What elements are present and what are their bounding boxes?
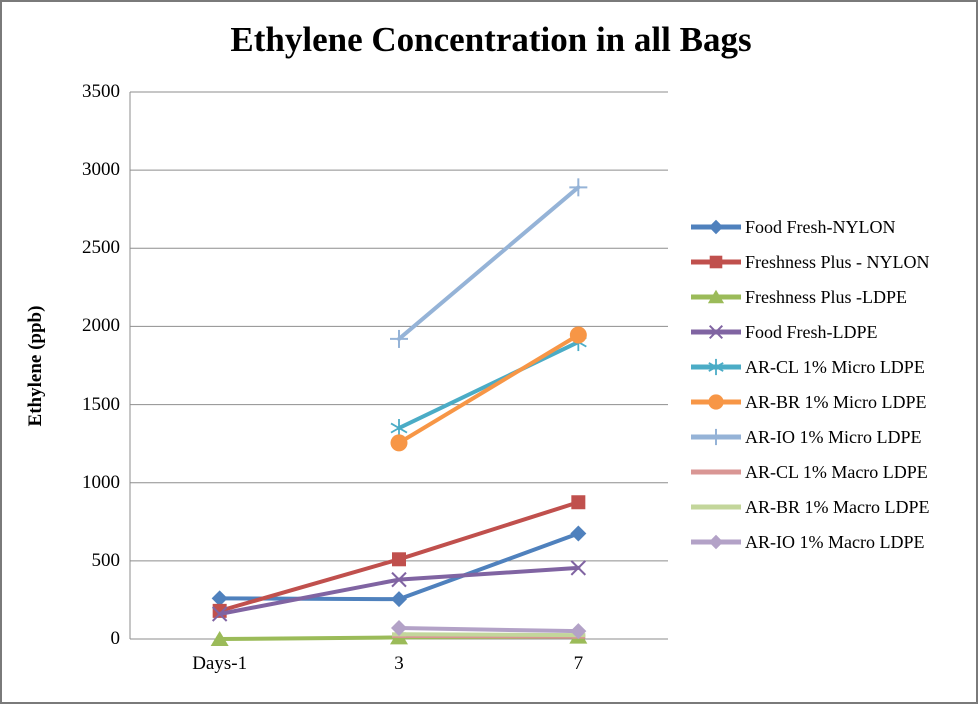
y-tick-label: 500 — [91, 549, 121, 571]
data-point-marker — [391, 571, 407, 588]
legend-label: Food Fresh-LDPE — [745, 321, 878, 342]
y-tick-label: 1000 — [82, 471, 120, 493]
legend-swatch — [691, 289, 741, 304]
x-tick-label: 7 — [573, 653, 584, 674]
data-point-marker — [390, 419, 408, 438]
legend: Food Fresh-NYLON Freshness Plus - NYLON Fr… — [690, 216, 976, 566]
series-line — [397, 333, 581, 445]
data-point-marker — [707, 428, 725, 446]
legend-swatch — [691, 469, 741, 475]
data-point-marker — [709, 255, 723, 269]
legend-swatch — [691, 255, 741, 269]
legend-label: AR-CL 1% Micro LDPE — [745, 356, 925, 377]
data-point-marker — [708, 219, 724, 235]
data-point-marker — [709, 470, 723, 474]
data-point-marker — [570, 525, 587, 542]
legend-item: AR-BR 1% Macro LDPE — [690, 496, 976, 518]
legend-label: Food Fresh-NYLON — [745, 216, 896, 237]
legend-label: AR-CL 1% Macro LDPE — [745, 461, 928, 482]
legend-label: AR-BR 1% Macro LDPE — [745, 496, 930, 517]
data-point-marker — [708, 394, 724, 410]
data-point-marker — [569, 326, 587, 344]
data-point-marker — [708, 324, 724, 340]
data-point-marker — [708, 358, 724, 376]
data-point-marker — [390, 329, 408, 348]
data-point-marker — [707, 289, 725, 304]
y-tick-label: 3000 — [82, 159, 120, 181]
legend-item: AR-CL 1% Macro LDPE — [690, 461, 976, 483]
legend-item: Food Fresh-NYLON — [690, 216, 976, 238]
legend-item: Freshness Plus - NYLON — [690, 251, 976, 273]
data-point-marker — [570, 560, 587, 576]
data-point-marker — [709, 505, 723, 509]
legend-item: AR-BR 1% Micro LDPE — [690, 391, 976, 413]
data-point-marker — [211, 590, 228, 607]
legend-label: AR-IO 1% Micro LDPE — [745, 426, 922, 447]
data-point-marker — [211, 606, 228, 622]
legend-label: AR-BR 1% Micro LDPE — [745, 391, 927, 412]
data-point-marker — [392, 552, 406, 567]
y-tick-label: 0 — [110, 628, 121, 649]
series-line — [217, 531, 581, 602]
y-tick-label: 2500 — [82, 237, 120, 259]
legend-item: AR-IO 1% Micro LDPE — [690, 426, 976, 448]
data-point-marker — [571, 495, 586, 510]
y-tick-label: 2000 — [82, 315, 120, 337]
legend-swatch — [691, 428, 741, 446]
legend-swatch — [691, 358, 741, 376]
y-tick-label: 1500 — [82, 393, 120, 415]
legend-label: Freshness Plus - NYLON — [745, 251, 930, 272]
x-tick-label: Days-1 — [192, 653, 248, 674]
data-point-marker — [391, 620, 407, 637]
legend-swatch — [691, 534, 741, 550]
series-line — [397, 185, 581, 341]
legend-swatch — [691, 219, 741, 235]
chart-title: Ethylene Concentration in all Bags — [230, 20, 752, 59]
series-line — [397, 626, 581, 634]
legend-item: Food Fresh-LDPE — [690, 321, 976, 343]
data-point-marker — [708, 534, 724, 550]
data-point-marker — [391, 591, 407, 608]
legend-swatch — [691, 394, 741, 410]
legend-label: AR-IO 1% Macro LDPE — [745, 531, 925, 552]
legend-item: AR-IO 1% Macro LDPE — [690, 531, 976, 553]
series-line — [397, 340, 581, 431]
data-point-marker — [570, 623, 587, 640]
legend-item: Freshness Plus -LDPE — [690, 286, 976, 308]
data-point-marker — [569, 178, 588, 197]
legend-swatch — [691, 504, 741, 510]
series-line — [397, 632, 581, 638]
legend-label: Freshness Plus -LDPE — [745, 286, 908, 307]
legend-item: AR-CL 1% Micro LDPE — [690, 356, 976, 378]
legend-swatch — [691, 324, 741, 340]
y-tick-label: 3500 — [82, 81, 120, 102]
data-point-marker — [390, 434, 408, 452]
x-tick-label: 3 — [394, 653, 404, 674]
data-point-marker — [210, 631, 229, 646]
